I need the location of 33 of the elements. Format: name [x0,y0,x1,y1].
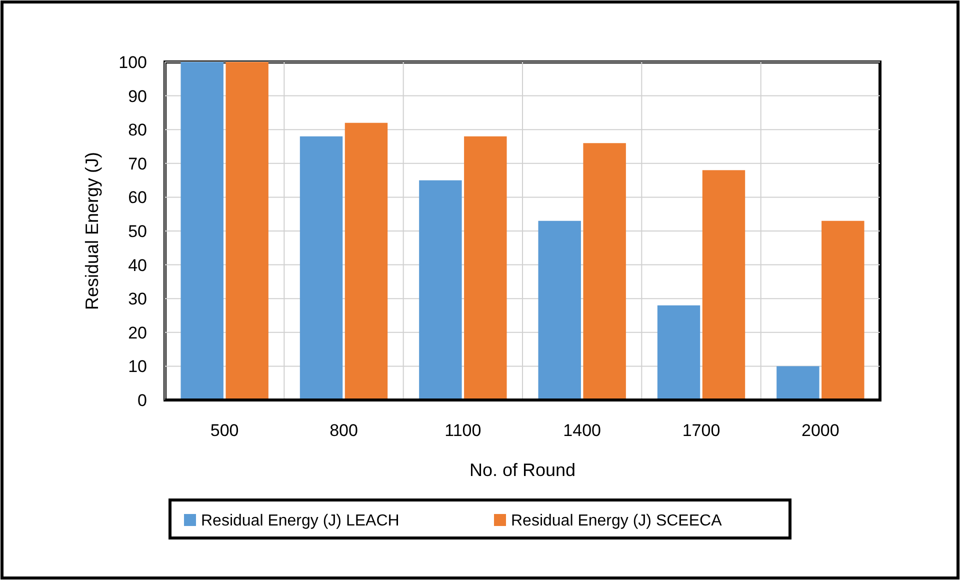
bar [300,136,343,400]
bar [538,220,581,400]
bar [776,366,820,400]
y-tick-label: 30 [128,290,147,309]
bar [702,170,746,400]
y-tick-label: 80 [128,120,147,140]
legend-label: Residual Energy (J) SCEECA [511,512,722,530]
bar [464,136,507,400]
x-tick-label: 1700 [682,421,720,440]
y-axis-title: Residual Energy (J) [82,152,102,310]
y-tick-label: 50 [128,222,147,241]
x-tick-label: 1100 [444,421,482,440]
y-tick-label: 20 [128,323,147,342]
legend-label: Residual Energy (J) LEACH [201,512,400,530]
x-tick-label: 800 [330,421,358,440]
y-tick-label: 100 [118,52,147,72]
y-tick-label: 0 [138,390,147,410]
x-axis-title: No. of Round [469,460,576,480]
x-tick-label: 2000 [802,421,840,440]
bar [583,143,626,400]
y-tick-label: 40 [128,256,147,275]
x-tick-label: 1400 [563,421,601,440]
bar [657,305,700,400]
y-tick-label: 70 [128,154,147,174]
bar [180,62,224,400]
y-tick-label: 10 [128,357,147,376]
y-tick-label: 90 [128,86,147,106]
bar [226,62,268,400]
bar [419,180,462,400]
y-tick-label: 60 [128,188,147,208]
x-tick-label: 500 [210,421,239,440]
bar [344,122,388,400]
bar [822,220,864,400]
